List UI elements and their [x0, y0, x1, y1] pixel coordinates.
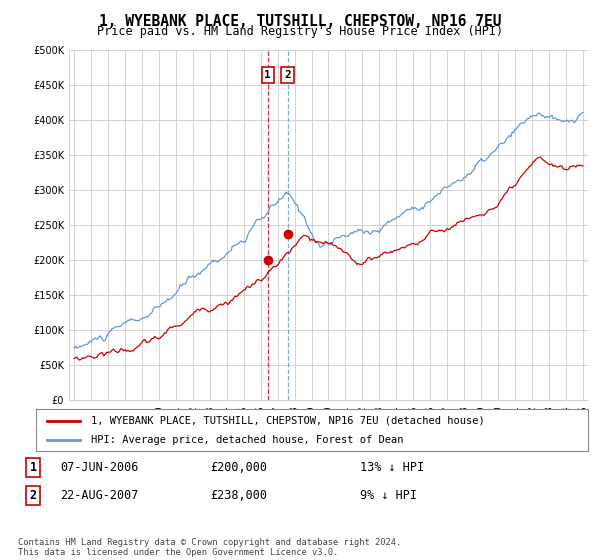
Text: 2: 2 [284, 70, 291, 80]
Text: HPI: Average price, detached house, Forest of Dean: HPI: Average price, detached house, Fore… [91, 435, 404, 445]
Text: 07-JUN-2006: 07-JUN-2006 [60, 461, 139, 474]
Text: 1, WYEBANK PLACE, TUTSHILL, CHEPSTOW, NP16 7EU (detached house): 1, WYEBANK PLACE, TUTSHILL, CHEPSTOW, NP… [91, 416, 485, 426]
Text: Contains HM Land Registry data © Crown copyright and database right 2024.
This d: Contains HM Land Registry data © Crown c… [18, 538, 401, 557]
Text: 1: 1 [265, 70, 271, 80]
Text: £238,000: £238,000 [210, 489, 267, 502]
Text: 2: 2 [29, 489, 37, 502]
Text: 1, WYEBANK PLACE, TUTSHILL, CHEPSTOW, NP16 7EU: 1, WYEBANK PLACE, TUTSHILL, CHEPSTOW, NP… [99, 14, 501, 29]
Text: £200,000: £200,000 [210, 461, 267, 474]
Text: 9% ↓ HPI: 9% ↓ HPI [360, 489, 417, 502]
Text: 1: 1 [29, 461, 37, 474]
Text: 22-AUG-2007: 22-AUG-2007 [60, 489, 139, 502]
Text: Price paid vs. HM Land Registry's House Price Index (HPI): Price paid vs. HM Land Registry's House … [97, 25, 503, 38]
Text: 13% ↓ HPI: 13% ↓ HPI [360, 461, 424, 474]
